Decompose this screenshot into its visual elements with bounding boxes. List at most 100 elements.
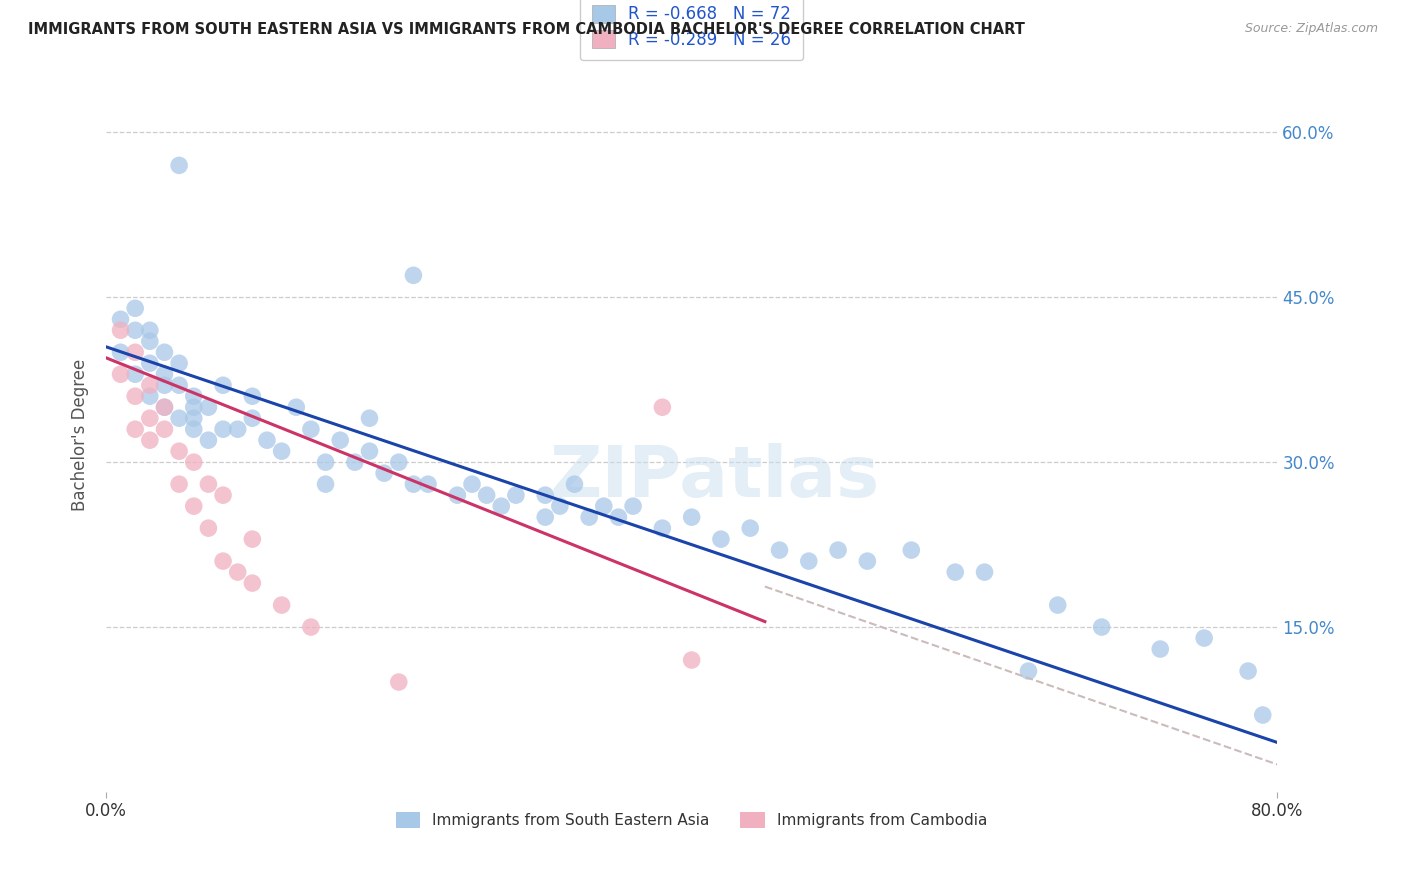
Point — [240, 389, 263, 403]
Point — [1251, 708, 1274, 723]
Text: Source: ZipAtlas.com: Source: ZipAtlas.com — [1244, 22, 1378, 36]
Point — [475, 488, 498, 502]
Point — [359, 444, 381, 458]
Point — [607, 510, 630, 524]
Point — [373, 466, 395, 480]
Point — [240, 532, 263, 546]
Point — [139, 433, 162, 447]
Point — [153, 401, 176, 415]
Point — [197, 521, 219, 535]
Point — [139, 411, 162, 425]
Point — [153, 422, 176, 436]
Point — [1192, 631, 1215, 645]
Point — [343, 455, 366, 469]
Text: ZIPatlas: ZIPatlas — [550, 443, 880, 512]
Point — [167, 158, 190, 172]
Point — [183, 401, 205, 415]
Point — [534, 510, 557, 524]
Point — [299, 422, 322, 436]
Point — [139, 389, 162, 403]
Point — [329, 433, 352, 447]
Point — [153, 401, 176, 415]
Point — [167, 444, 190, 458]
Point — [124, 422, 146, 436]
Point — [388, 455, 411, 469]
Point — [212, 488, 235, 502]
Point — [167, 378, 190, 392]
Point — [797, 554, 820, 568]
Point — [1091, 620, 1114, 634]
Point — [1017, 664, 1039, 678]
Point — [226, 422, 249, 436]
Point — [256, 433, 278, 447]
Point — [564, 477, 586, 491]
Point — [183, 411, 205, 425]
Point — [1149, 642, 1171, 657]
Point — [197, 477, 219, 491]
Point — [212, 378, 235, 392]
Point — [240, 576, 263, 591]
Point — [681, 510, 703, 524]
Point — [110, 345, 132, 359]
Point — [973, 565, 995, 579]
Point — [183, 422, 205, 436]
Point — [578, 510, 600, 524]
Point — [827, 543, 849, 558]
Point — [139, 334, 162, 349]
Point — [110, 323, 132, 337]
Point — [710, 532, 733, 546]
Y-axis label: Bachelor's Degree: Bachelor's Degree — [72, 359, 89, 511]
Point — [240, 411, 263, 425]
Point — [505, 488, 527, 502]
Point — [197, 433, 219, 447]
Point — [167, 477, 190, 491]
Point — [359, 411, 381, 425]
Point — [446, 488, 468, 502]
Point — [270, 598, 292, 612]
Text: IMMIGRANTS FROM SOUTH EASTERN ASIA VS IMMIGRANTS FROM CAMBODIA BACHELOR'S DEGREE: IMMIGRANTS FROM SOUTH EASTERN ASIA VS IM… — [28, 22, 1025, 37]
Point — [167, 356, 190, 370]
Point — [183, 499, 205, 513]
Point — [183, 389, 205, 403]
Point — [124, 301, 146, 316]
Point — [943, 565, 966, 579]
Point — [388, 675, 411, 690]
Point — [183, 455, 205, 469]
Point — [592, 499, 614, 513]
Point — [900, 543, 922, 558]
Point — [299, 620, 322, 634]
Point — [139, 356, 162, 370]
Point — [402, 268, 425, 283]
Point — [461, 477, 484, 491]
Point — [124, 368, 146, 382]
Point — [548, 499, 571, 513]
Point — [768, 543, 790, 558]
Legend: Immigrants from South Eastern Asia, Immigrants from Cambodia: Immigrants from South Eastern Asia, Immi… — [389, 806, 994, 834]
Point — [153, 368, 176, 382]
Point — [315, 477, 337, 491]
Point — [681, 653, 703, 667]
Point — [124, 323, 146, 337]
Point — [856, 554, 879, 568]
Point — [167, 411, 190, 425]
Point — [212, 554, 235, 568]
Point — [416, 477, 439, 491]
Point — [534, 488, 557, 502]
Point — [110, 312, 132, 326]
Point — [651, 401, 673, 415]
Point — [139, 323, 162, 337]
Point — [491, 499, 513, 513]
Point — [285, 401, 308, 415]
Point — [197, 401, 219, 415]
Point — [110, 368, 132, 382]
Point — [124, 345, 146, 359]
Point — [124, 389, 146, 403]
Point — [621, 499, 644, 513]
Point — [139, 378, 162, 392]
Point — [651, 521, 673, 535]
Point — [270, 444, 292, 458]
Point — [402, 477, 425, 491]
Point — [153, 345, 176, 359]
Point — [153, 378, 176, 392]
Point — [1237, 664, 1260, 678]
